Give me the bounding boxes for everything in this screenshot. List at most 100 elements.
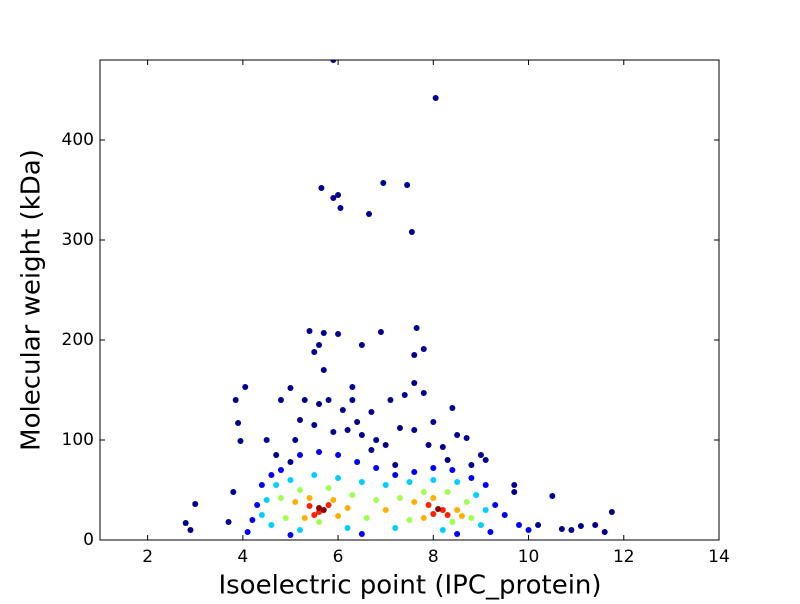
x-tick-label: 8 [428, 547, 439, 567]
point [335, 331, 342, 337]
point [316, 449, 323, 455]
point [411, 427, 418, 433]
point [282, 515, 289, 521]
point [349, 384, 356, 390]
point [358, 479, 365, 485]
point [242, 384, 249, 390]
point [439, 507, 446, 513]
point [477, 452, 484, 458]
point [182, 520, 189, 526]
x-tick-label: 12 [613, 547, 635, 567]
point [420, 515, 427, 521]
point [382, 442, 389, 448]
point [449, 519, 456, 525]
point [449, 405, 456, 411]
point [330, 60, 337, 63]
point [273, 482, 280, 488]
point [337, 205, 344, 211]
point [401, 392, 408, 398]
x-tick-label: 10 [518, 547, 540, 567]
y-axis-label: Molecular weight (kDa) [17, 149, 47, 451]
point [192, 501, 199, 507]
point [306, 328, 313, 334]
point [296, 452, 303, 458]
point [454, 507, 461, 513]
point [592, 522, 599, 528]
point [439, 527, 446, 533]
point [468, 515, 475, 521]
point [316, 505, 323, 511]
point [292, 499, 299, 505]
points [182, 60, 615, 538]
point [373, 465, 380, 471]
point [187, 527, 194, 533]
y-tick-label: 300 [62, 230, 94, 250]
point [373, 497, 380, 503]
point [492, 502, 499, 508]
point [406, 517, 413, 523]
point [477, 522, 484, 528]
point [392, 462, 399, 468]
point [263, 437, 270, 443]
y-tick-label: 100 [62, 430, 94, 450]
point [277, 397, 284, 403]
point [430, 465, 437, 471]
point [577, 523, 584, 529]
point [316, 519, 323, 525]
point [244, 529, 251, 535]
point [473, 492, 480, 498]
point [249, 517, 256, 523]
point [413, 325, 420, 331]
point [358, 531, 365, 537]
point [325, 397, 332, 403]
point [230, 489, 237, 495]
point [368, 409, 375, 415]
point [268, 472, 275, 478]
point [254, 502, 261, 508]
point [306, 495, 313, 501]
point [366, 211, 373, 217]
point [363, 515, 370, 521]
point [287, 532, 294, 538]
point [558, 526, 565, 532]
point [344, 505, 351, 511]
point [335, 513, 342, 519]
point [468, 475, 475, 481]
point [432, 95, 439, 101]
point [411, 352, 418, 358]
point [425, 502, 432, 508]
point [411, 499, 418, 505]
point [482, 482, 489, 488]
point [549, 493, 556, 499]
point [301, 397, 308, 403]
point [444, 489, 451, 495]
point [377, 329, 384, 335]
point [316, 342, 323, 348]
x-axis-label: Isoelectric point (IPC_protein) [218, 571, 601, 601]
point [311, 422, 318, 428]
point [425, 442, 432, 448]
point [511, 482, 518, 488]
point [392, 472, 399, 478]
point [373, 437, 380, 443]
point [430, 477, 437, 483]
x-tick-label: 6 [333, 547, 344, 567]
point [608, 509, 615, 515]
point [330, 429, 337, 435]
point [335, 192, 342, 198]
point [420, 489, 427, 495]
point [392, 525, 399, 531]
point [396, 495, 403, 501]
point [444, 512, 451, 518]
point [487, 529, 494, 535]
point [396, 425, 403, 431]
y-tick-label: 200 [62, 330, 94, 350]
point [454, 432, 461, 438]
point [449, 467, 456, 473]
point [358, 432, 365, 438]
point [277, 495, 284, 501]
point [287, 477, 294, 483]
point [306, 503, 313, 509]
point [292, 437, 299, 443]
